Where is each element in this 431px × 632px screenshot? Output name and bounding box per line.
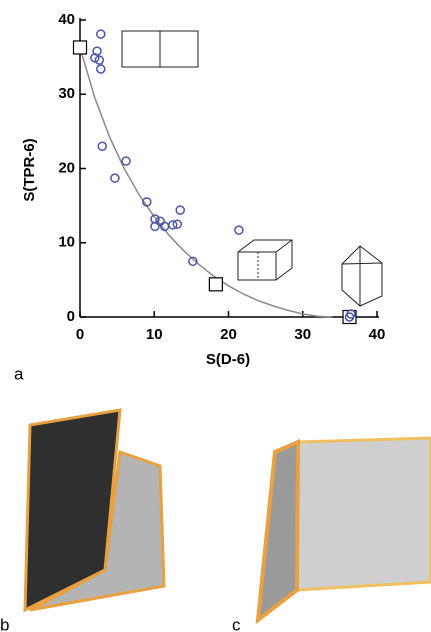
data-point xyxy=(234,225,244,235)
inset-drawings xyxy=(121,30,383,307)
panel-label: a xyxy=(14,364,24,383)
y-tick-label: 40 xyxy=(58,11,75,28)
model-marker xyxy=(208,277,223,292)
data-point xyxy=(97,141,108,151)
x-tick-label: 20 xyxy=(220,326,237,343)
y-tick-label: 30 xyxy=(58,85,75,102)
panel-label: c xyxy=(232,615,241,632)
prism-mid xyxy=(237,239,293,281)
data-point xyxy=(172,219,183,229)
data-point xyxy=(150,221,160,232)
data-point xyxy=(96,64,106,74)
y-axis-label: S(TPR-6) xyxy=(21,138,38,201)
data-point xyxy=(94,55,105,65)
data-point xyxy=(175,205,185,215)
x-tick-label: 10 xyxy=(146,326,163,343)
data-point xyxy=(90,53,100,63)
x-tick-label: 0 xyxy=(76,326,84,343)
y-tick-label: 20 xyxy=(58,159,75,176)
data-point xyxy=(110,173,120,183)
data-point xyxy=(142,197,152,207)
x-tick-label: 40 xyxy=(369,326,386,343)
x-axis-label: S(D-6) xyxy=(206,351,250,368)
data-point xyxy=(96,29,106,39)
data-point xyxy=(188,256,198,267)
fit-curve xyxy=(79,47,333,318)
panel-label: b xyxy=(0,615,9,632)
y-tick-label: 0 xyxy=(67,308,75,325)
prism-tall xyxy=(341,245,383,307)
x-tick-label: 30 xyxy=(294,326,311,343)
panel-c-render xyxy=(255,436,431,625)
data-point xyxy=(344,312,355,322)
data-point xyxy=(121,156,131,166)
model-marker xyxy=(72,40,88,55)
y-tick-label: 10 xyxy=(58,234,75,251)
panel-b-render xyxy=(23,408,166,613)
data-point xyxy=(168,220,178,230)
